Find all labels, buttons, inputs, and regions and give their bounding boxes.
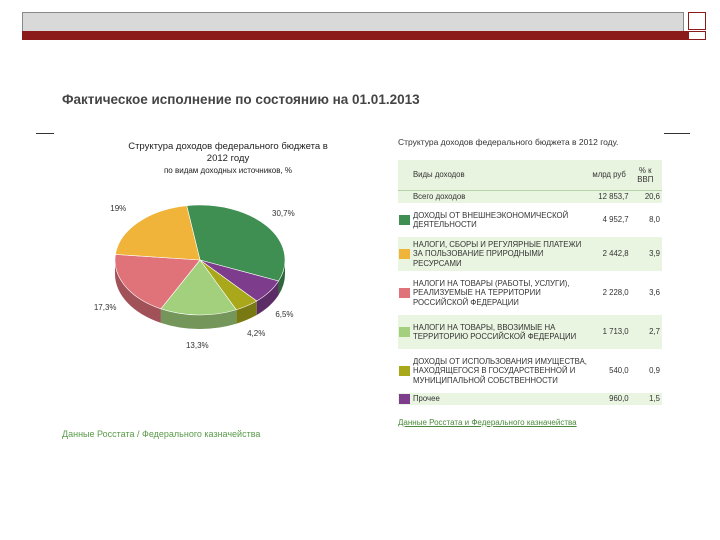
pie-slice-side — [115, 260, 161, 323]
table-header-row: Виды доходов млрд руб % к ВВП — [398, 160, 662, 191]
column-header-gdp: % к ВВП — [630, 160, 662, 191]
row-label: НАЛОГИ НА ТОВАРЫ (РАБОТЫ, УСЛУГИ), РЕАЛИ… — [412, 278, 570, 307]
pie-data-label: 30,7% — [272, 208, 295, 218]
row-value-gdp: 0,9 — [649, 366, 660, 376]
row-value-bln: 2 228,0 — [602, 288, 629, 298]
pie-data-label: 17,3% — [93, 302, 117, 312]
pie-chart-header: Структура доходов федерального бюджета в… — [128, 141, 328, 177]
legend-swatch — [399, 288, 410, 298]
row-value-gdp: 1,5 — [630, 393, 662, 405]
pie-slice-side — [278, 260, 285, 296]
row-value-bln: 4 952,7 — [602, 215, 629, 225]
row-value-gdp: 3,9 — [630, 237, 662, 271]
column-header-type: Виды доходов — [410, 160, 590, 191]
row-value-gdp: 2,7 — [630, 315, 662, 349]
pie-slice — [115, 205, 201, 261]
pie-data-label: 6,5% — [275, 310, 294, 320]
legend-swatch — [399, 394, 410, 404]
row-value-bln: 2 442,8 — [589, 237, 631, 271]
divider-right — [664, 133, 690, 134]
row-label: НАЛОГИ НА ТОВАРЫ, ВВОЗИМЫЕ НА ТЕРРИТОРИЮ… — [410, 315, 590, 349]
pie-slice — [186, 204, 286, 282]
pie-data-label: 4,2% — [247, 328, 266, 338]
row-value-gdp: 3,6 — [649, 288, 660, 298]
legend-swatch — [399, 327, 410, 337]
row-value-gdp: 8,0 — [649, 215, 660, 225]
source-link-right[interactable]: Данные Росстата и Федерального казначейс… — [398, 418, 577, 427]
header-bar — [22, 12, 684, 32]
row-label: ДОХОДЫ ОТ ИСПОЛЬЗОВАНИЯ ИМУЩЕСТВА, НАХОД… — [412, 356, 587, 385]
pie-slice-side — [256, 281, 279, 315]
row-value-bln: 1 713,0 — [589, 315, 631, 349]
header-corner-square — [688, 12, 706, 30]
table-row: Прочее 960,0 1,5 — [398, 393, 662, 405]
row-value-bln: 540,0 — [609, 366, 629, 376]
table-row: ДОХОДЫ ОТ ВНЕШНЕЭКОНОМИЧЕСКОЙ ДЕЯТЕЛЬНОС… — [398, 203, 662, 237]
pie-chart-subtitle: по видам доходных источников, % — [163, 166, 293, 175]
pie-chart-title: Структура доходов федерального бюджета в… — [128, 141, 328, 164]
table-row: НАЛОГИ, СБОРЫ И РЕГУЛЯРНЫЕ ПЛАТЕЖИ ЗА ПО… — [398, 237, 662, 271]
pie-data-label: 13,3% — [185, 340, 209, 350]
header-accent-band — [22, 31, 706, 40]
row-label: ДОХОДЫ ОТ ВНЕШНЕЭКОНОМИЧЕСКОЙ ДЕЯТЕЛЬНОС… — [412, 210, 569, 230]
legend-swatch — [399, 366, 410, 376]
legend-swatch — [399, 215, 410, 225]
table-title: Структура доходов федерального бюджета в… — [398, 137, 619, 147]
row-value-gdp: 20,6 — [630, 190, 662, 203]
pie-data-label: 19% — [110, 203, 127, 213]
row-value-bln: 960,0 — [589, 393, 631, 405]
row-label: Всего доходов — [410, 190, 590, 203]
source-note-left: Данные Росстата / Федерального казначейс… — [62, 429, 261, 439]
legend-swatch — [399, 249, 410, 259]
slide-title: Фактическое исполнение по состоянию на 0… — [62, 92, 420, 107]
row-label: НАЛОГИ, СБОРЫ И РЕГУЛЯРНЫЕ ПЛАТЕЖИ ЗА ПО… — [410, 237, 590, 271]
table-row: ДОХОДЫ ОТ ИСПОЛЬЗОВАНИЯ ИМУЩЕСТВА, НАХОД… — [398, 349, 662, 393]
revenue-table: Виды доходов млрд руб % к ВВП Всего дохо… — [398, 160, 662, 405]
column-header-bln: млрд руб — [589, 160, 631, 191]
divider-left — [36, 133, 54, 134]
pie-chart — [114, 204, 286, 329]
row-label: Прочее — [410, 393, 590, 405]
pie-slice — [114, 254, 201, 310]
table-row: НАЛОГИ НА ТОВАРЫ, ВВОЗИМЫЕ НА ТЕРРИТОРИЮ… — [398, 315, 662, 349]
pie-slice-side — [236, 300, 257, 324]
table-row: НАЛОГИ НА ТОВАРЫ (РАБОТЫ, УСЛУГИ), РЕАЛИ… — [398, 271, 662, 315]
row-value-bln: 12 853,7 — [589, 190, 631, 203]
pie-slice — [160, 259, 237, 316]
table-row: Всего доходов 12 853,7 20,6 — [398, 190, 662, 203]
header-accent-cap — [688, 31, 706, 40]
